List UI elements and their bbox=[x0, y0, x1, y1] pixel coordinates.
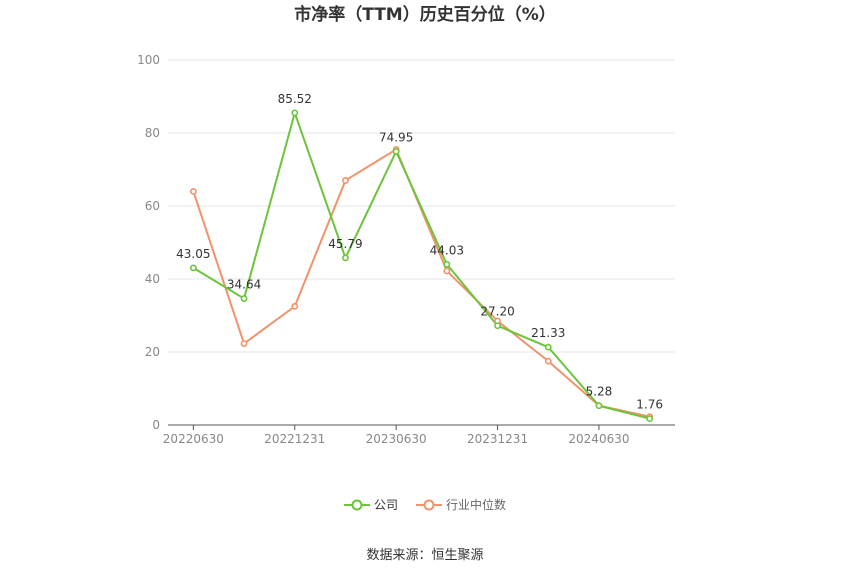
y-tick-label: 80 bbox=[145, 126, 160, 140]
y-tick-label: 0 bbox=[152, 418, 160, 432]
data-point bbox=[544, 357, 552, 365]
y-tick-label: 100 bbox=[137, 53, 160, 67]
data-point bbox=[342, 254, 349, 262]
legend-label-industry-median: 行业中位数 bbox=[446, 498, 507, 512]
data-point bbox=[392, 148, 400, 155]
x-tick-label: 20231231 bbox=[467, 432, 528, 446]
data-label: 1.76 bbox=[636, 398, 663, 412]
data-point bbox=[443, 267, 451, 275]
data-point bbox=[291, 302, 299, 310]
data-label: 43.05 bbox=[176, 247, 210, 261]
data-point bbox=[646, 415, 654, 422]
data-label: 5.28 bbox=[586, 385, 613, 399]
data-label: 74.95 bbox=[379, 130, 413, 144]
series-line-1 bbox=[192, 148, 650, 418]
data-point bbox=[189, 187, 197, 195]
chart-title: 市净率（TTM）历史百分位（%） bbox=[294, 5, 556, 25]
legend-label-company: 公司 bbox=[373, 498, 398, 512]
data-point bbox=[443, 260, 451, 268]
data-source-note: 数据来源：恒生聚源 bbox=[366, 548, 484, 563]
legend: 公司 行业中位数 bbox=[0, 496, 850, 513]
data-point bbox=[291, 109, 299, 117]
series-line-0 bbox=[192, 111, 650, 420]
data-label: 27.20 bbox=[480, 305, 514, 319]
data-label: 34.64 bbox=[227, 278, 261, 292]
data-label: 85.52 bbox=[278, 92, 312, 106]
data-label: 45.79 bbox=[328, 237, 362, 251]
legend-line-marker-icon bbox=[416, 499, 442, 510]
data-point bbox=[240, 340, 248, 348]
legend-line-marker-icon bbox=[343, 499, 370, 510]
data-point bbox=[342, 177, 349, 184]
x-tick-label: 20240630 bbox=[568, 432, 629, 446]
x-tick-label: 20230630 bbox=[366, 432, 427, 446]
y-tick-label: 60 bbox=[145, 199, 160, 213]
y-tick-label: 20 bbox=[145, 345, 160, 359]
data-point bbox=[544, 343, 552, 351]
legend-item-industry-median[interactable]: 行业中位数 bbox=[416, 496, 506, 513]
y-tick-label: 40 bbox=[145, 272, 160, 286]
data-point bbox=[595, 402, 603, 410]
data-point bbox=[240, 295, 248, 302]
x-tick-label: 20220630 bbox=[163, 432, 224, 446]
legend-item-company[interactable]: 公司 bbox=[343, 496, 398, 513]
data-point bbox=[494, 322, 501, 330]
data-label: 21.33 bbox=[531, 326, 565, 340]
data-label: 44.03 bbox=[430, 243, 464, 257]
data-point bbox=[189, 264, 197, 272]
x-tick-label: 20221231 bbox=[264, 432, 325, 446]
